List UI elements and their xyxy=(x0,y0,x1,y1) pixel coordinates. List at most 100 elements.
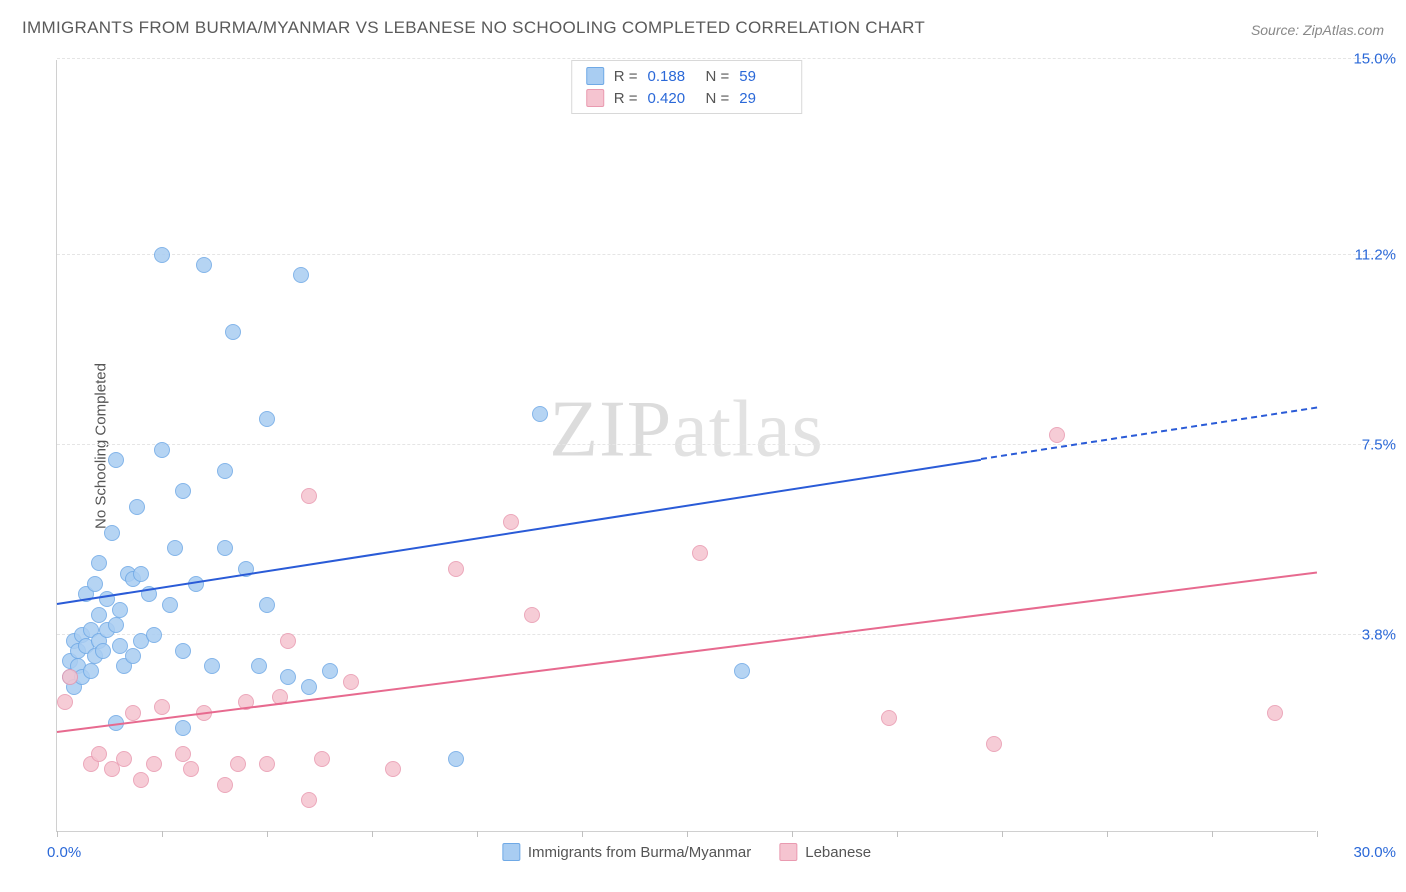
data-point-burma xyxy=(87,576,103,592)
data-point-burma xyxy=(280,669,296,685)
data-point-burma xyxy=(175,483,191,499)
data-point-lebanese xyxy=(301,792,317,808)
x-tick xyxy=(477,831,478,837)
data-point-lebanese xyxy=(986,736,1002,752)
legend-label: Immigrants from Burma/Myanmar xyxy=(528,844,751,861)
data-point-lebanese xyxy=(183,761,199,777)
y-tick-label: 7.5% xyxy=(1362,437,1396,454)
x-tick xyxy=(1002,831,1003,837)
data-point-lebanese xyxy=(692,545,708,561)
x-tick xyxy=(372,831,373,837)
data-point-burma xyxy=(125,648,141,664)
data-point-lebanese xyxy=(146,756,162,772)
data-point-lebanese xyxy=(385,761,401,777)
x-tick xyxy=(267,831,268,837)
correlation-legend: R =0.188N =59R =0.420N =29 xyxy=(571,60,803,114)
data-point-lebanese xyxy=(91,746,107,762)
data-point-lebanese xyxy=(154,699,170,715)
x-axis-max-label: 30.0% xyxy=(1353,844,1396,861)
legend-swatch xyxy=(502,843,520,861)
data-point-burma xyxy=(217,540,233,556)
data-point-burma xyxy=(154,247,170,263)
r-value: 0.188 xyxy=(648,68,696,85)
data-point-burma xyxy=(734,663,750,679)
data-point-burma xyxy=(112,602,128,618)
source-prefix: Source: xyxy=(1251,22,1303,38)
data-point-burma xyxy=(175,720,191,736)
data-point-lebanese xyxy=(259,756,275,772)
data-point-lebanese xyxy=(524,607,540,623)
data-point-lebanese xyxy=(280,633,296,649)
data-point-burma xyxy=(91,607,107,623)
data-point-burma xyxy=(133,566,149,582)
y-tick-label: 3.8% xyxy=(1362,627,1396,644)
data-point-burma xyxy=(293,267,309,283)
gridline xyxy=(57,634,1396,635)
data-point-burma xyxy=(83,663,99,679)
y-tick-label: 11.2% xyxy=(1355,246,1396,263)
x-axis-min-label: 0.0% xyxy=(47,844,81,861)
watermark: ZIPatlas xyxy=(549,385,824,476)
x-tick xyxy=(1212,831,1213,837)
data-point-burma xyxy=(217,463,233,479)
data-point-lebanese xyxy=(1049,427,1065,443)
data-point-burma xyxy=(259,411,275,427)
data-point-lebanese xyxy=(125,705,141,721)
data-point-lebanese xyxy=(503,514,519,530)
r-label: R = xyxy=(614,90,638,107)
source-label: Source: ZipAtlas.com xyxy=(1251,22,1384,38)
x-tick xyxy=(792,831,793,837)
data-point-lebanese xyxy=(57,694,73,710)
chart-title: IMMIGRANTS FROM BURMA/MYANMAR VS LEBANES… xyxy=(22,18,925,38)
y-tick-label: 15.0% xyxy=(1353,51,1396,68)
x-tick xyxy=(897,831,898,837)
data-point-burma xyxy=(154,442,170,458)
data-point-burma xyxy=(259,597,275,613)
series-legend: Immigrants from Burma/Myanmar Lebanese xyxy=(502,843,871,861)
legend-row: R =0.420N =29 xyxy=(586,87,788,109)
gridline xyxy=(57,254,1396,255)
data-point-burma xyxy=(108,617,124,633)
data-point-lebanese xyxy=(881,710,897,726)
data-point-lebanese xyxy=(175,746,191,762)
x-tick xyxy=(1317,831,1318,837)
data-point-burma xyxy=(448,751,464,767)
data-point-lebanese xyxy=(301,488,317,504)
data-point-burma xyxy=(129,499,145,515)
data-point-burma xyxy=(108,452,124,468)
data-point-burma xyxy=(204,658,220,674)
x-tick xyxy=(687,831,688,837)
data-point-burma xyxy=(175,643,191,659)
watermark-atlas: atlas xyxy=(672,386,824,474)
data-point-burma xyxy=(162,597,178,613)
data-point-burma xyxy=(95,643,111,659)
data-point-lebanese xyxy=(133,772,149,788)
n-value: 29 xyxy=(739,90,787,107)
n-label: N = xyxy=(706,68,730,85)
data-point-lebanese xyxy=(230,756,246,772)
data-point-burma xyxy=(301,679,317,695)
data-point-lebanese xyxy=(448,561,464,577)
legend-item: Lebanese xyxy=(779,843,871,861)
x-tick xyxy=(582,831,583,837)
legend-swatch xyxy=(586,89,604,107)
trend-line xyxy=(57,572,1317,734)
data-point-burma xyxy=(104,525,120,541)
data-point-burma xyxy=(225,324,241,340)
watermark-zip: ZIP xyxy=(549,386,672,474)
legend-label: Lebanese xyxy=(805,844,871,861)
data-point-lebanese xyxy=(217,777,233,793)
data-point-burma xyxy=(322,663,338,679)
data-point-burma xyxy=(196,257,212,273)
legend-swatch xyxy=(779,843,797,861)
trend-line xyxy=(981,407,1317,460)
x-tick xyxy=(57,831,58,837)
x-tick xyxy=(162,831,163,837)
x-tick xyxy=(1107,831,1108,837)
trend-line xyxy=(57,458,981,604)
legend-row: R =0.188N =59 xyxy=(586,65,788,87)
data-point-lebanese xyxy=(62,669,78,685)
data-point-lebanese xyxy=(1267,705,1283,721)
data-point-lebanese xyxy=(314,751,330,767)
data-point-burma xyxy=(167,540,183,556)
